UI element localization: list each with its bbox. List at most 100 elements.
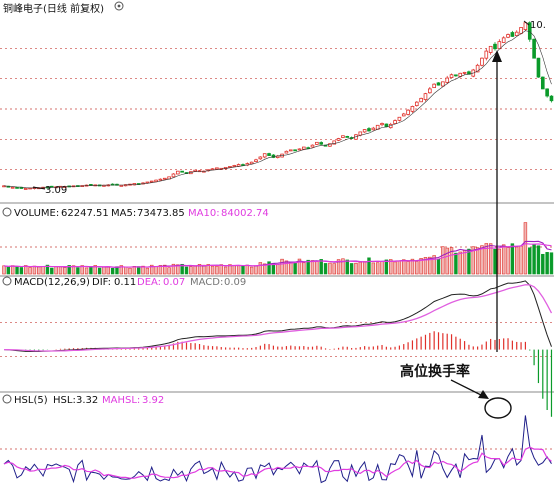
volume-bar [380,261,384,275]
macd-label: MACD(12,26,9) [14,277,90,288]
candle-body [154,179,158,183]
volume-bar [141,265,145,275]
candle-body [488,45,493,53]
volume-bar [15,266,19,275]
price-low-label: 3.09 [45,185,67,196]
volume-bar [97,267,102,275]
volume-bar [415,261,419,275]
volume-bar [323,263,328,275]
volume-bar [519,245,523,275]
volume-bar [10,265,15,275]
settings-icon[interactable] [114,1,124,11]
candle-body [549,95,554,102]
volume-bar [341,258,345,275]
candle-body [293,149,297,152]
volume-bar [510,243,515,275]
volume-bar [484,243,489,275]
volume-bar [50,267,54,275]
macd-macd-value: 0.09 [224,277,246,288]
volume-settings-icon[interactable] [2,207,12,217]
volume-bar [532,244,536,275]
volume-bar [71,265,76,275]
volume-bar [180,263,184,275]
volume-bar [219,264,223,275]
candle-body [193,169,197,172]
volume-bar [171,263,176,275]
arrowhead-up-icon [492,50,502,62]
volume-bar [41,266,45,275]
volume-bar [6,266,11,275]
volume-bar [284,260,289,275]
volume-bar [206,264,210,275]
volume-bar [89,266,93,275]
volume-bar [528,247,532,275]
volume-bar [245,264,250,275]
volume-bar [467,248,471,275]
volume-ma-lines [3,240,552,268]
hsl-settings-icon[interactable] [2,394,12,404]
volume-bar [293,262,297,275]
macd-dif-line [3,280,552,352]
volume-bar [345,259,349,275]
volume-bar [2,265,6,275]
volume-bar [488,243,493,275]
macd-settings-icon[interactable] [2,276,12,286]
candle-body [462,71,467,74]
candle-body [215,167,219,170]
volume-bar [45,264,50,275]
candle-body [523,22,528,30]
volume-bar [236,264,241,275]
volume-bar [84,267,89,275]
hsl-hsl-value: 3.32 [76,395,98,406]
volume-bar [128,267,132,275]
candle-body [501,37,506,43]
hsl-label: HSL(5) [14,395,48,406]
candle-body [210,168,215,171]
price-high-label: 10. [530,20,546,31]
volume-bar [24,265,28,275]
candle-body [428,88,432,94]
chart-grid [0,47,554,450]
volume-bar [276,264,280,275]
macd-dea-value: 0.07 [163,277,185,288]
candle-body [458,72,463,77]
volume-bar [184,266,189,275]
volume-bar [302,262,306,275]
volume-bar [58,266,63,275]
candle-body [19,187,24,189]
volume-bar [297,258,302,275]
candle-body [484,50,489,59]
candle-body [423,93,428,100]
candle-body [332,140,337,145]
volume-bar [523,222,528,275]
candle-body [180,170,184,173]
volume-bar [471,246,475,275]
volume-bar [389,259,393,275]
volume-bar [110,268,115,275]
volume-bars [2,222,554,275]
volume-bar [362,261,367,275]
candle-body [10,186,15,189]
candle-body [149,180,154,183]
candle-body [371,127,376,131]
candle-body [262,153,267,158]
candle-body [336,138,341,141]
volume-ma10-value: 84002.74 [221,208,269,219]
volume-bar [462,250,467,275]
candle-body [401,113,406,117]
volume-value: 62247.51 [61,208,109,219]
candle-body [514,31,519,37]
candle-body [441,81,445,87]
volume-bar [549,252,554,275]
volume-bar [280,258,284,275]
candle-body [301,146,306,150]
volume-bar [419,258,423,275]
high-turnover-annotation: 高位换手率 [400,50,512,419]
volume-bar [76,267,80,275]
macd-macd-label: MACD: [190,277,223,288]
hsl-legend: HSL(5) HSL: 3.32 MAHSL: 3.92 [2,394,164,406]
volume-bar [54,266,58,275]
candle-body [341,135,345,138]
volume-bar [315,261,319,275]
volume-legend: VOLUME: 62247.51 MA5: 73473.85 MA10: 840… [2,207,269,219]
